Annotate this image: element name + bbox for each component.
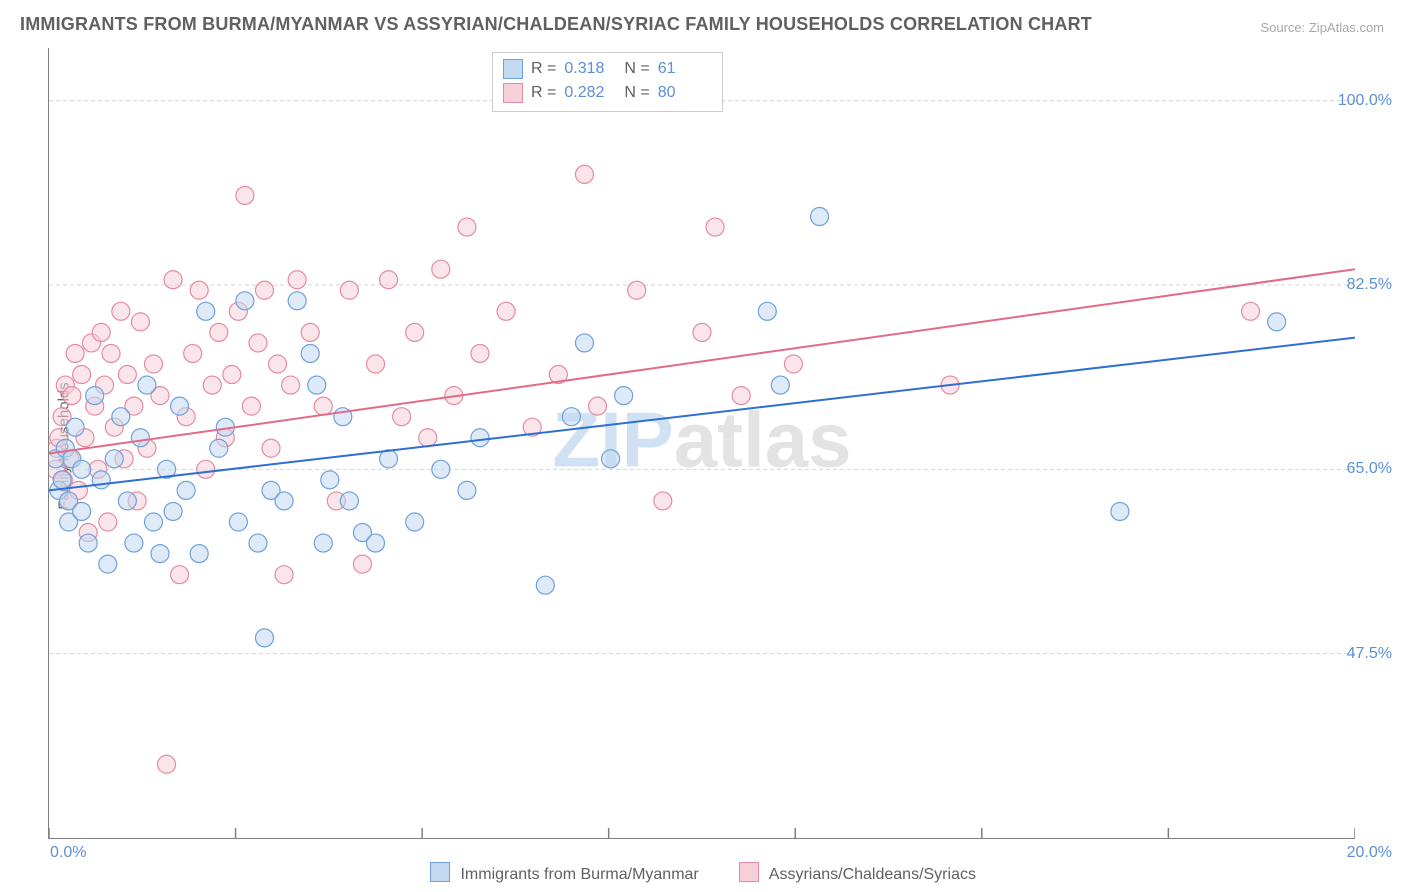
y-tick-label: 65.0% bbox=[1347, 460, 1392, 478]
legend-label-pink: Assyrians/Chaldeans/Syriacs bbox=[769, 866, 976, 883]
legend-swatch-pink bbox=[739, 862, 759, 882]
x-axis-max-label: 20.0% bbox=[1347, 844, 1392, 862]
chart-title: IMMIGRANTS FROM BURMA/MYANMAR VS ASSYRIA… bbox=[20, 14, 1092, 35]
y-tick-label: 47.5% bbox=[1347, 645, 1392, 663]
stats-r-label: R = bbox=[531, 57, 556, 81]
y-tick-label: 82.5% bbox=[1347, 276, 1392, 294]
stats-n-label-2: N = bbox=[624, 81, 649, 105]
stats-r-pink: 0.282 bbox=[564, 81, 616, 105]
stats-r-label-2: R = bbox=[531, 81, 556, 105]
stats-swatch-blue bbox=[503, 59, 523, 79]
stats-n-label: N = bbox=[624, 57, 649, 81]
legend-label-blue: Immigrants from Burma/Myanmar bbox=[460, 866, 698, 883]
stats-n-pink: 80 bbox=[658, 81, 710, 105]
scatter-chart: ZIPatlas bbox=[48, 48, 1355, 839]
bottom-legend: Immigrants from Burma/Myanmar Assyrians/… bbox=[0, 862, 1406, 884]
stats-n-blue: 61 bbox=[658, 57, 710, 81]
chart-source: Source: ZipAtlas.com bbox=[1260, 20, 1384, 35]
stats-swatch-pink bbox=[503, 83, 523, 103]
x-axis-min-label: 0.0% bbox=[50, 844, 86, 862]
legend-swatch-blue bbox=[430, 862, 450, 882]
y-tick-label: 100.0% bbox=[1338, 92, 1392, 110]
stats-r-blue: 0.318 bbox=[564, 57, 616, 81]
stats-legend-box: R = 0.318 N = 61 R = 0.282 N = 80 bbox=[492, 52, 723, 112]
